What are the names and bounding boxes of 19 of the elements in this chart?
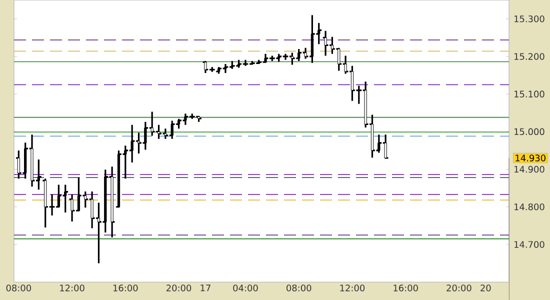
x-tick-label: 16:00: [394, 284, 418, 292]
x-tick-label: 17: [200, 284, 210, 292]
x-tick-label: 12:00: [340, 284, 365, 292]
x-tick-label: 08:00: [286, 284, 312, 292]
y-tick-label: 14.700: [514, 241, 544, 248]
x-tick-label: 08:00: [6, 284, 31, 292]
y-tick-label: 15.300: [514, 15, 544, 22]
y-tick-label: 14.800: [514, 203, 544, 210]
y-tick-label: 15.000: [514, 128, 544, 136]
x-tick-label: 20:00: [166, 284, 192, 292]
y-tick-label: 15.100: [514, 90, 544, 98]
x-tick-label: 12:00: [60, 284, 84, 292]
y-tick-label: 15.200: [514, 53, 544, 60]
text: 14.930: [516, 154, 546, 162]
y-tick-label: 14.900: [514, 166, 544, 173]
x-tick-label: 04:00: [233, 284, 258, 292]
x-tick-label: 20: [480, 284, 491, 292]
x-tick-label: 20:00: [446, 284, 472, 292]
x-tick-label: 16:00: [113, 284, 138, 292]
